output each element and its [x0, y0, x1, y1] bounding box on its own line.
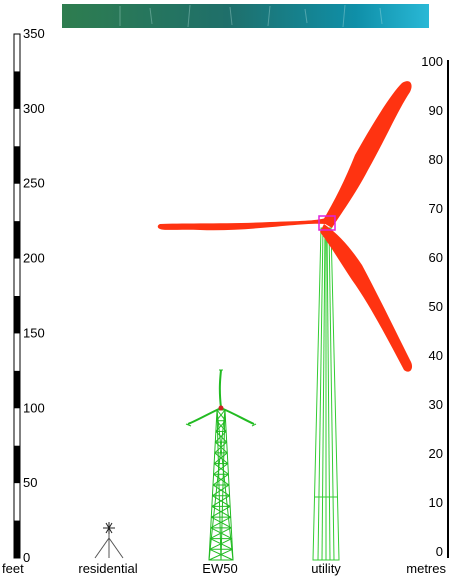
feet-scale-bar: [13, 33, 21, 559]
metres-tick-label: 90: [429, 103, 443, 118]
lattice-brace: [216, 409, 226, 422]
feet-tick-label: 0: [23, 550, 30, 565]
residential-label: residential: [78, 561, 137, 576]
lattice-brace: [213, 463, 229, 475]
feet-tick-label: 350: [23, 26, 45, 41]
feet-tick-label: 50: [23, 475, 37, 490]
ew50-turbine: [185, 369, 257, 561]
feet-scale-segment: [14, 146, 20, 184]
lattice-brace: [214, 431, 227, 443]
ew50-label: EW50: [202, 561, 237, 576]
lattice-brace: [212, 484, 230, 497]
metres-tick-label: 10: [429, 495, 443, 510]
feet-tick-label: 100: [23, 400, 45, 415]
feet-scale-segment: [14, 296, 20, 334]
top-banner: [62, 4, 429, 28]
metres-unit-label: metres: [406, 561, 446, 576]
lattice-brace: [209, 527, 232, 540]
lattice-brace: [211, 505, 231, 518]
feet-tick-labels: 0 50 100 150 200 250 300 350: [23, 26, 45, 565]
feet-tick-label: 300: [23, 101, 45, 116]
metres-tick-label: 40: [429, 348, 443, 363]
metres-tick-labels: 0 10 20 30 40 50 60 70 80 90 100: [421, 54, 443, 559]
feet-tick-label: 150: [23, 325, 45, 340]
lattice-brace: [214, 441, 228, 454]
metres-tick-label: 20: [429, 446, 443, 461]
metres-tick-label: 0: [436, 544, 443, 559]
lattice-brace: [210, 516, 231, 529]
metres-tick-label: 100: [421, 54, 443, 69]
metres-tick-label: 50: [429, 299, 443, 314]
feet-scale-segment: [14, 71, 20, 109]
feet-unit-label: feet: [2, 561, 24, 576]
feet-tick-label: 200: [23, 251, 45, 266]
lattice-brace: [215, 420, 226, 432]
metres-scale-bar: [447, 60, 449, 558]
lattice-brace: [212, 473, 229, 486]
lattice-brace: [209, 538, 233, 550]
metres-tick-label: 60: [429, 250, 443, 265]
lattice-brace: [213, 452, 228, 464]
feet-scale-segment: [14, 520, 20, 558]
utility-label: utility: [311, 561, 341, 576]
utility-hub: [318, 215, 336, 231]
lattice-brace: [211, 495, 230, 507]
feet-scale-segment: [14, 445, 20, 484]
utility-blades: [157, 81, 413, 372]
feet-tick-label: 250: [23, 176, 45, 191]
metres-tick-label: 30: [429, 397, 443, 412]
utility-turbine: [157, 81, 413, 561]
metres-tick-label: 80: [429, 152, 443, 167]
feet-scale-segment: [14, 221, 20, 259]
metres-tick-label: 70: [429, 201, 443, 216]
lattice-brace: [208, 548, 233, 561]
residential-turbine: [94, 522, 124, 559]
feet-scale-segment: [14, 370, 20, 409]
